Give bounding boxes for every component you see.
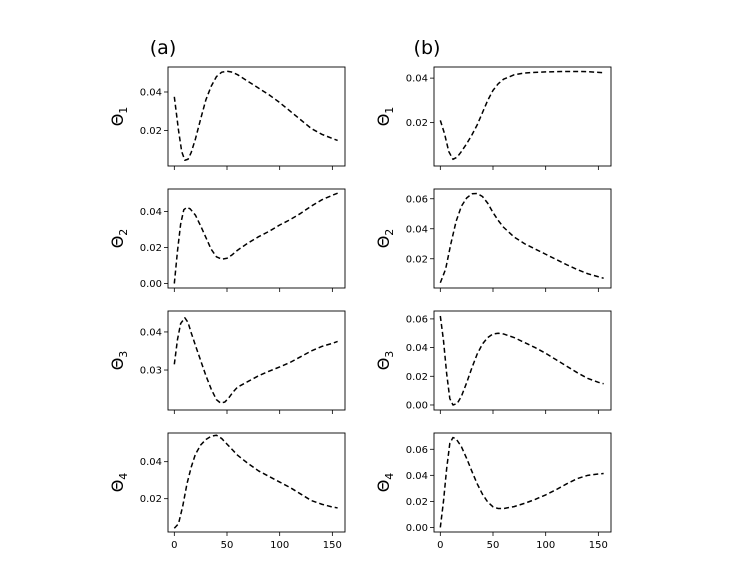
y-axis-label-subscript: 2 (383, 229, 396, 236)
y-axis-label-subscript: 1 (117, 107, 130, 114)
series-line-b1-0 (439, 70, 604, 161)
subplot-a2: 0.00 0.02 0.04 Θ2 (108, 188, 346, 292)
y-axis-label-subscript: 2 (117, 229, 130, 236)
plot-frame-a4 (167, 432, 346, 533)
y-tick-label-b4-1: 0.02 (406, 497, 428, 508)
y-tick-label-a4-1: 0.04 (140, 457, 162, 468)
series-line-b2-0 (439, 192, 604, 284)
y-tick-label-b2-0: 0.02 (406, 254, 428, 265)
subplot-b1: 0.02 0.04 Θ1 (374, 66, 612, 170)
x-tick-label-b4-3: 150 (589, 540, 608, 551)
series-line-a2-0 (173, 192, 338, 284)
y-axis-label-b2: Θ2 (374, 229, 396, 249)
y-tick-label-b4-3: 0.06 (406, 445, 428, 456)
y-axis-label-b1: Θ1 (374, 107, 396, 127)
y-tick-label-b2-1: 0.04 (406, 224, 428, 235)
x-tick-label-a4-3: 150 (323, 540, 342, 551)
y-axis-label-a4: Θ4 (108, 473, 130, 493)
plot-frame-b4 (433, 432, 612, 533)
series-line-a4-0 (173, 434, 338, 529)
y-axis-label-a2: Θ2 (108, 229, 130, 249)
y-axis-label-base: Θ (374, 236, 393, 249)
y-axis-label-base: Θ (374, 358, 393, 371)
subplot-b2: 0.02 0.04 0.06 Θ2 (374, 188, 612, 292)
y-axis-label-b4: Θ4 (374, 473, 396, 493)
y-axis-label-base: Θ (108, 114, 127, 127)
y-tick-label-b1-1: 0.04 (406, 74, 428, 85)
y-tick-label-b3-0: 0.00 (406, 400, 428, 411)
plot-frame-b2 (433, 188, 612, 289)
subplot-a1: 0.02 0.04 Θ1 (108, 66, 346, 170)
y-axis-label-subscript: 4 (383, 473, 396, 480)
y-axis-label-base: Θ (108, 480, 127, 493)
y-tick-label-a3-1: 0.04 (140, 327, 162, 338)
subplot-b3: 0.00 0.02 0.04 0.06 Θ3 (374, 310, 612, 414)
y-axis-label-base: Θ (374, 480, 393, 493)
plot-frame-b1 (433, 66, 612, 167)
y-tick-label-b3-2: 0.04 (406, 343, 428, 354)
y-tick-label-a2-0: 0.00 (140, 279, 162, 290)
y-tick-label-a4-0: 0.02 (140, 494, 162, 505)
y-tick-label-b3-1: 0.02 (406, 372, 428, 383)
x-tick-label-b4-0: 0 (437, 540, 443, 551)
y-tick-label-b4-0: 0.00 (406, 523, 428, 534)
y-tick-label-b3-3: 0.06 (406, 314, 428, 325)
subplot-a3: 0.03 0.04 Θ3 (108, 310, 346, 414)
series-line-b3-0 (439, 315, 604, 406)
plot-frame-a2 (167, 188, 346, 289)
panel-label-a: (a) (150, 37, 176, 59)
y-axis-label-base: Θ (374, 114, 393, 127)
y-tick-label-a3-0: 0.03 (140, 366, 162, 377)
y-tick-label-a1-0: 0.02 (140, 126, 162, 137)
x-tick-label-a4-2: 100 (270, 540, 289, 551)
y-axis-label-a1: Θ1 (108, 107, 130, 127)
y-tick-label-b2-2: 0.06 (406, 194, 428, 205)
y-axis-label-base: Θ (108, 236, 127, 249)
y-axis-label-a3: Θ3 (108, 351, 130, 371)
series-line-a1-0 (173, 70, 338, 161)
y-tick-label-a2-1: 0.02 (140, 243, 162, 254)
plot-frame-a3 (167, 310, 346, 411)
subplot-a4: 0 50 100 150 0.02 0.04 Θ4 (108, 432, 346, 551)
y-tick-label-a1-1: 0.04 (140, 87, 162, 98)
series-line-a3-0 (173, 317, 338, 404)
y-axis-label-base: Θ (108, 358, 127, 371)
y-axis-label-subscript: 3 (117, 351, 130, 358)
y-axis-label-b3: Θ3 (374, 351, 396, 371)
x-tick-label-b4-2: 100 (536, 540, 555, 551)
y-axis-label-subscript: 4 (117, 473, 130, 480)
y-axis-label-subscript: 1 (383, 107, 396, 114)
subplot-b4: 0 50 100 150 0.00 0.02 0.04 0.06 Θ4 (374, 432, 612, 551)
y-tick-label-b4-2: 0.04 (406, 471, 428, 482)
plot-frame-b3 (433, 310, 612, 411)
panel-label-b: (b) (414, 37, 441, 59)
x-tick-label-b4-1: 50 (487, 540, 500, 551)
x-tick-label-a4-1: 50 (221, 540, 234, 551)
y-tick-label-a2-2: 0.04 (140, 207, 162, 218)
series-line-b4-0 (439, 436, 604, 528)
plot-frame-a1 (167, 66, 346, 167)
y-tick-label-b1-0: 0.02 (406, 118, 428, 129)
y-axis-label-subscript: 3 (383, 351, 396, 358)
x-tick-label-a4-0: 0 (171, 540, 177, 551)
